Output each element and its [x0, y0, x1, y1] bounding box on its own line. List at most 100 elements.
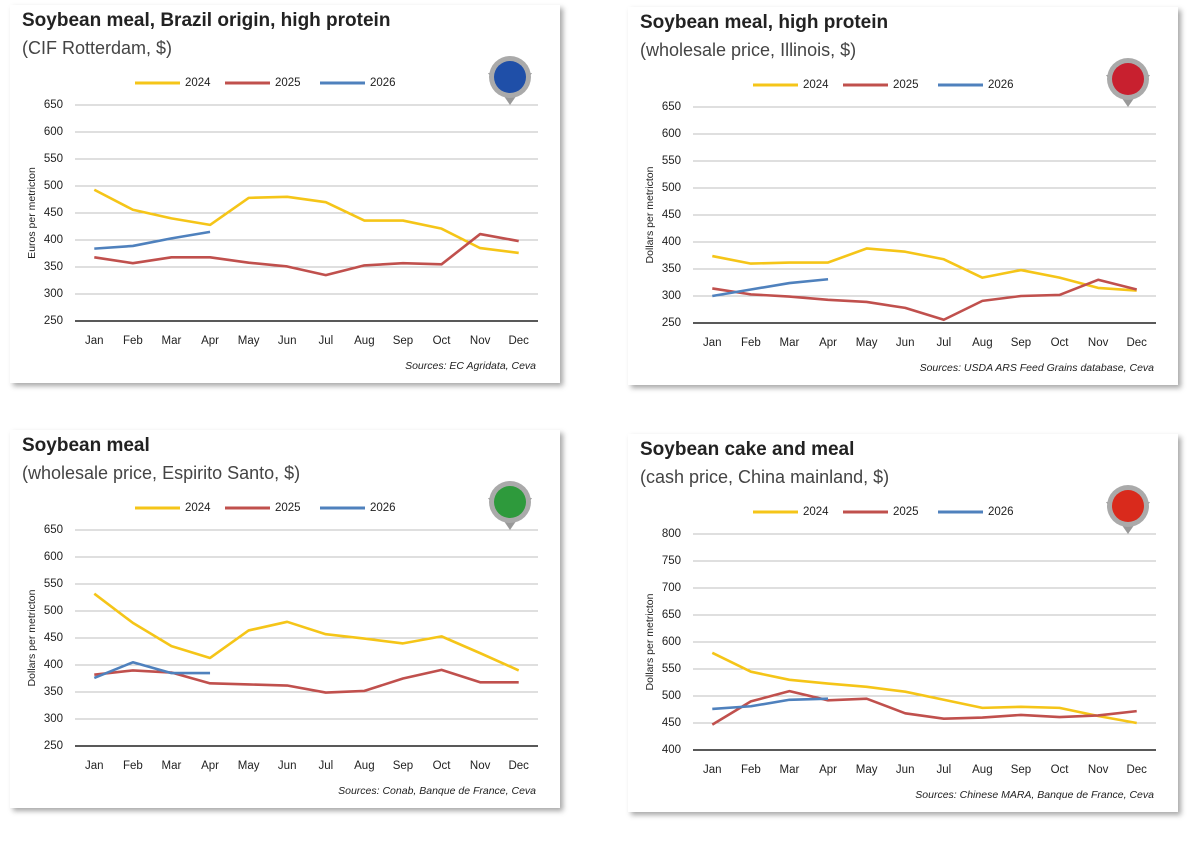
- chart-panel: Soybean meal, Brazil origin, high protei…: [10, 5, 560, 383]
- chart-subtitle: (wholesale price, Illinois, $): [640, 40, 856, 60]
- series-line: [712, 278, 1138, 322]
- chart-title: Soybean meal, high protein: [640, 12, 888, 33]
- y-tick-label: 350: [662, 263, 681, 275]
- legend-label: 2024: [185, 502, 211, 514]
- series-line: [94, 232, 519, 277]
- legend-label: 2026: [370, 502, 396, 514]
- chart-subtitle: (CIF Rotterdam, $): [22, 38, 172, 58]
- x-tick-label: Mar: [162, 335, 182, 347]
- y-tick-label: 400: [44, 659, 63, 671]
- x-tick-label: Jul: [318, 335, 333, 347]
- series-line: [712, 697, 829, 711]
- x-tick-label: Mar: [780, 764, 800, 776]
- x-tick-label: Sep: [393, 335, 413, 347]
- x-tick-label: Apr: [201, 760, 219, 772]
- y-tick-label: 600: [662, 128, 681, 140]
- series-line: [711, 689, 1137, 726]
- x-tick-label: Jul: [936, 764, 951, 776]
- series-line: [712, 277, 829, 298]
- y-tick-label: 600: [662, 636, 681, 648]
- x-tick-label: Jan: [85, 760, 104, 772]
- chart-title: Soybean cake and meal: [640, 439, 854, 460]
- legend-label: 2026: [370, 77, 396, 89]
- x-tick-label: May: [856, 764, 878, 776]
- y-tick-label: 700: [662, 582, 681, 594]
- legend-label: 2024: [803, 79, 829, 91]
- y-tick-label: 350: [44, 261, 63, 273]
- x-tick-label: Apr: [819, 337, 837, 349]
- x-tick-label: Aug: [354, 335, 374, 347]
- x-tick-label: Dec: [1126, 337, 1147, 349]
- y-tick-label: 550: [662, 663, 681, 675]
- x-tick-label: Nov: [470, 760, 491, 772]
- y-tick-label: 550: [662, 155, 681, 167]
- legend-label: 2026: [988, 79, 1014, 91]
- y-tick-label: 300: [44, 288, 63, 300]
- series-line: [93, 188, 519, 255]
- legend-label: 2024: [185, 77, 211, 89]
- x-tick-label: May: [238, 760, 260, 772]
- source: Sources: USDA ARS Feed Grains database, …: [920, 362, 1155, 374]
- y-tick-label: 450: [662, 717, 681, 729]
- x-tick-label: Jun: [278, 760, 297, 772]
- series-line: [93, 592, 520, 672]
- y-tick-label: 650: [44, 99, 63, 111]
- x-tick-label: Jan: [703, 337, 722, 349]
- x-tick-label: Jun: [896, 764, 915, 776]
- x-tick-label: Nov: [1088, 337, 1109, 349]
- flag-icon: [494, 61, 526, 93]
- x-tick-label: Jun: [896, 337, 915, 349]
- chart-panel: Soybean meal, high protein (wholesale pri…: [628, 7, 1178, 385]
- x-tick-label: Dec: [508, 760, 529, 772]
- y-tick-label: 650: [662, 101, 681, 113]
- y-tick-label: 500: [44, 180, 63, 192]
- x-tick-label: Apr: [819, 764, 837, 776]
- y-tick-label: 300: [662, 290, 681, 302]
- y-tick-label: 450: [44, 207, 63, 219]
- chart-subtitle: (wholesale price, Espirito Santo, $): [22, 463, 300, 483]
- chart: Soybean meal, high protein (wholesale pri…: [640, 12, 1156, 374]
- x-tick-label: May: [238, 335, 260, 347]
- x-tick-label: Sep: [1011, 764, 1031, 776]
- y-tick-label: 350: [44, 686, 63, 698]
- y-tick-label: 450: [662, 209, 681, 221]
- series-line: [93, 661, 211, 680]
- y-tick-label: 600: [44, 551, 63, 563]
- y-tick-label: 600: [44, 126, 63, 138]
- x-tick-label: Dec: [508, 335, 529, 347]
- series-line: [712, 247, 1137, 292]
- chart: Soybean meal, Brazil origin, high protei…: [22, 10, 538, 372]
- x-tick-label: Jun: [278, 335, 297, 347]
- y-tick-label: 500: [662, 182, 681, 194]
- y-tick-label: 300: [44, 713, 63, 725]
- x-tick-label: Jan: [703, 764, 722, 776]
- x-tick-label: Nov: [470, 335, 491, 347]
- series-line: [711, 651, 1137, 725]
- flag-icon: [1112, 490, 1144, 522]
- x-tick-label: May: [856, 337, 878, 349]
- x-tick-label: Jan: [85, 335, 104, 347]
- series-line: [94, 668, 519, 694]
- x-tick-label: Sep: [1011, 337, 1031, 349]
- legend-label: 2026: [988, 506, 1014, 518]
- x-tick-label: Dec: [1126, 764, 1147, 776]
- y-tick-label: 550: [44, 578, 63, 590]
- chart: Soybean meal (wholesale price, Espirito S…: [22, 435, 538, 797]
- y-axis-label: Dollars per metricton: [26, 589, 38, 686]
- x-tick-label: Oct: [433, 760, 452, 772]
- y-tick-label: 250: [44, 315, 63, 327]
- y-tick-label: 500: [44, 605, 63, 617]
- x-tick-label: Oct: [433, 335, 452, 347]
- x-tick-label: Mar: [780, 337, 800, 349]
- legend-label: 2025: [893, 79, 919, 91]
- legend-label: 2024: [803, 506, 829, 518]
- flag-icon: [494, 486, 526, 518]
- chart-subtitle: (cash price, China mainland, $): [640, 467, 889, 487]
- x-tick-label: Feb: [741, 764, 761, 776]
- y-tick-label: 500: [662, 690, 681, 702]
- y-tick-label: 250: [44, 740, 63, 752]
- chart-panel: Soybean cake and meal (cash price, China …: [628, 434, 1178, 812]
- source: Sources: Conab, Banque de France, Ceva: [338, 785, 536, 797]
- legend-label: 2025: [275, 502, 301, 514]
